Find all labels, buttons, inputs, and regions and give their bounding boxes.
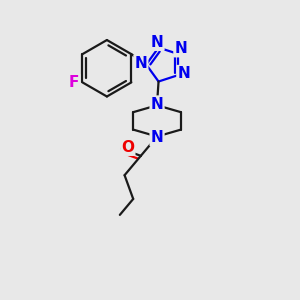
Text: N: N (151, 130, 164, 145)
Text: N: N (151, 35, 164, 50)
Text: F: F (69, 75, 79, 90)
Text: N: N (151, 97, 164, 112)
Text: N: N (175, 41, 187, 56)
Text: N: N (134, 56, 147, 70)
Text: O: O (121, 140, 134, 155)
Text: N: N (178, 66, 190, 81)
